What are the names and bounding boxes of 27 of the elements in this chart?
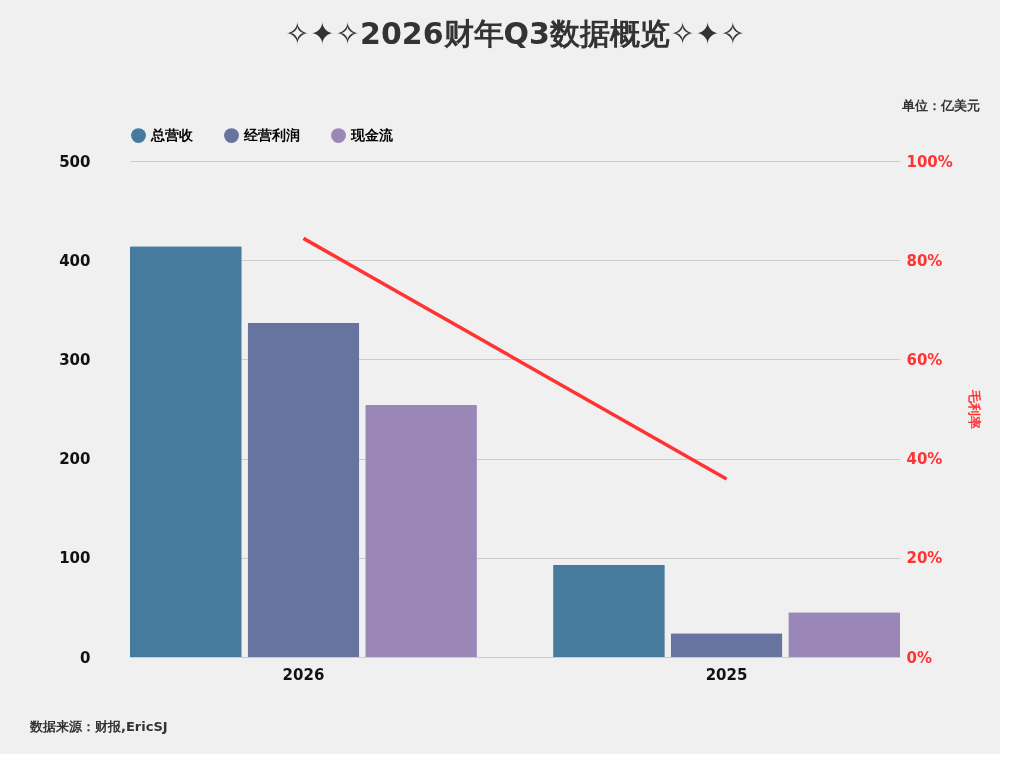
y-tick-label: 0	[80, 648, 91, 667]
legend-label: 现金流	[350, 126, 394, 143]
x-tick-label: 2025	[705, 665, 748, 684]
y-tick-label: 100	[59, 549, 91, 568]
text: 单位：亿美元	[901, 98, 980, 113]
y2-tick-label: 80%	[906, 251, 943, 270]
y2-tick-label: 20%	[906, 549, 943, 568]
legend-label: 总营收	[150, 126, 194, 143]
legend-label: 经营利润	[243, 126, 300, 143]
bar	[130, 246, 242, 657]
y-tick-label: 300	[59, 350, 91, 369]
y2-tick-label: 100%	[906, 152, 953, 171]
chart-title: ✧✦✧2026财年Q3数据概览✧✦✧	[284, 16, 746, 51]
y-tick-label: 400	[59, 251, 91, 270]
y2-tick-label: 40%	[906, 450, 943, 469]
bar	[247, 322, 360, 657]
y2-tick-label: 60%	[906, 350, 943, 369]
y-tick-label: 500	[59, 152, 91, 171]
bar	[553, 564, 665, 657]
y2-tick-label: 0%	[906, 648, 932, 667]
bar	[365, 405, 477, 657]
y2-axis-title: 毛利率	[966, 389, 982, 429]
bar	[788, 612, 900, 657]
x-tick-label: 2026	[282, 665, 325, 684]
bar	[670, 633, 783, 657]
y-tick-label: 200	[59, 450, 91, 469]
source-note: 数据来源：财报,EricSJ	[29, 719, 168, 734]
